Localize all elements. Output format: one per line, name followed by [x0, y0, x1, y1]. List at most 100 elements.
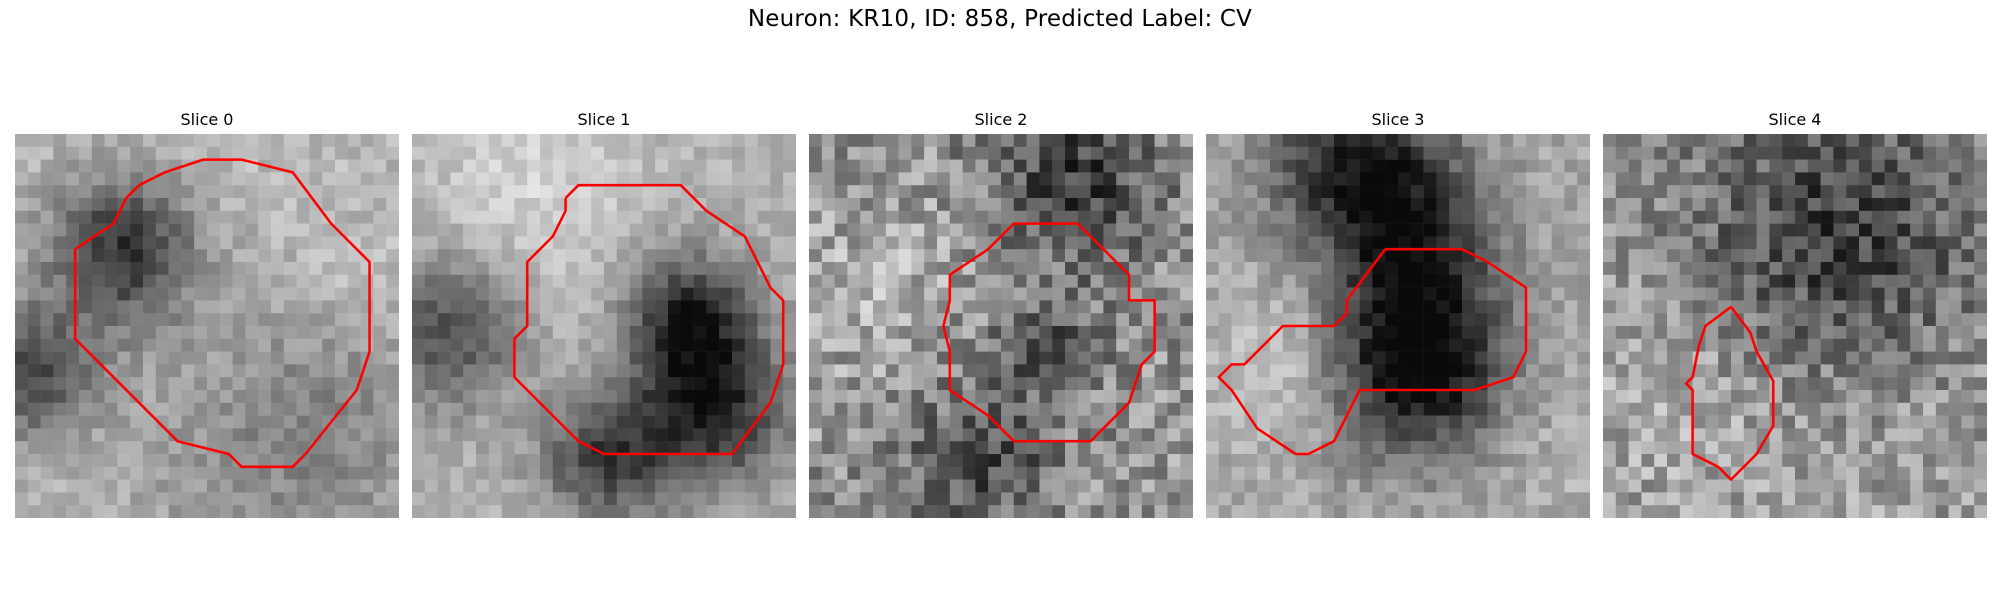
pixel: [245, 402, 259, 416]
pixel: [1052, 338, 1066, 352]
pixel: [1923, 492, 1937, 506]
pixel: [1154, 249, 1168, 263]
pixel: [1526, 377, 1540, 391]
pixel: [1731, 287, 1745, 301]
pixel: [1295, 402, 1309, 416]
pixel: [373, 377, 387, 391]
pixel: [885, 146, 899, 160]
pixel: [450, 274, 464, 288]
pixel: [1065, 466, 1079, 480]
pixel: [1884, 415, 1898, 429]
pixel: [1129, 338, 1143, 352]
pixel: [719, 441, 733, 455]
pixel: [1564, 274, 1578, 288]
pixel: [616, 313, 630, 327]
pixel: [207, 198, 221, 212]
pixel: [1282, 454, 1296, 468]
pixel: [540, 351, 554, 365]
pixel: [1308, 428, 1322, 442]
pixel: [488, 236, 502, 250]
pixel: [1231, 479, 1245, 493]
pixel: [873, 300, 887, 314]
pixel: [1731, 313, 1745, 327]
pixel: [79, 377, 93, 391]
pixel: [1180, 287, 1193, 301]
pixel: [1871, 300, 1885, 314]
pixel: [847, 146, 861, 160]
pixel: [1334, 185, 1348, 199]
pixel: [1641, 454, 1655, 468]
pixel: [757, 236, 771, 250]
pixel: [719, 390, 733, 404]
pixel: [1692, 390, 1706, 404]
pixel: [847, 377, 861, 391]
pixel: [412, 198, 426, 212]
pixel: [1359, 492, 1373, 506]
pixel: [1500, 402, 1514, 416]
pixel: [27, 505, 41, 518]
pixel: [655, 479, 669, 493]
pixel: [219, 351, 233, 365]
pixel: [1603, 300, 1617, 314]
pixel: [949, 210, 963, 224]
pixel: [91, 351, 105, 365]
pixel: [962, 326, 976, 340]
pixel: [1910, 134, 1924, 148]
pixel: [1218, 274, 1232, 288]
pixel: [1436, 479, 1450, 493]
pixel: [975, 159, 989, 173]
pixel: [565, 172, 579, 186]
pixel: [219, 134, 233, 148]
pixel: [1769, 236, 1783, 250]
pixel: [924, 492, 938, 506]
pixel: [373, 390, 387, 404]
pixel: [1001, 236, 1015, 250]
pixel: [1948, 390, 1962, 404]
pixel: [143, 274, 157, 288]
pixel: [1795, 428, 1809, 442]
pixel: [604, 466, 618, 480]
pixel: [604, 351, 618, 365]
pixel: [604, 479, 618, 493]
pixel: [1026, 377, 1040, 391]
pixel: [898, 262, 912, 276]
pixel: [514, 351, 528, 365]
pixel: [668, 351, 682, 365]
pixel: [1334, 223, 1348, 237]
pixel: [1001, 466, 1015, 480]
pixel: [1231, 185, 1245, 199]
pixel: [1795, 351, 1809, 365]
pixel: [1654, 210, 1668, 224]
pixel: [501, 466, 515, 480]
pixel: [1487, 326, 1501, 340]
pixel: [706, 223, 720, 237]
pixel: [27, 185, 41, 199]
pixel: [1052, 236, 1066, 250]
pixel: [1052, 134, 1066, 148]
pixel: [719, 274, 733, 288]
pixel: [91, 262, 105, 276]
pixel: [424, 159, 438, 173]
pixel: [719, 492, 733, 506]
pixel: [1218, 198, 1232, 212]
pixel: [1410, 223, 1424, 237]
pixel: [885, 185, 899, 199]
pixel: [578, 287, 592, 301]
pixel: [155, 198, 169, 212]
pixel: [1731, 492, 1745, 506]
pixel: [1897, 274, 1911, 288]
pixel: [924, 236, 938, 250]
pixel: [1820, 249, 1834, 263]
pixel: [1141, 454, 1155, 468]
pixel: [1065, 146, 1079, 160]
pixel: [898, 454, 912, 468]
pixel: [1961, 313, 1975, 327]
pixel: [322, 441, 336, 455]
pixel: [1449, 428, 1463, 442]
pixel: [335, 338, 349, 352]
pixel: [1487, 198, 1501, 212]
pixel: [219, 287, 233, 301]
pixel: [783, 479, 796, 493]
pixel: [1769, 300, 1783, 314]
pixel: [424, 479, 438, 493]
